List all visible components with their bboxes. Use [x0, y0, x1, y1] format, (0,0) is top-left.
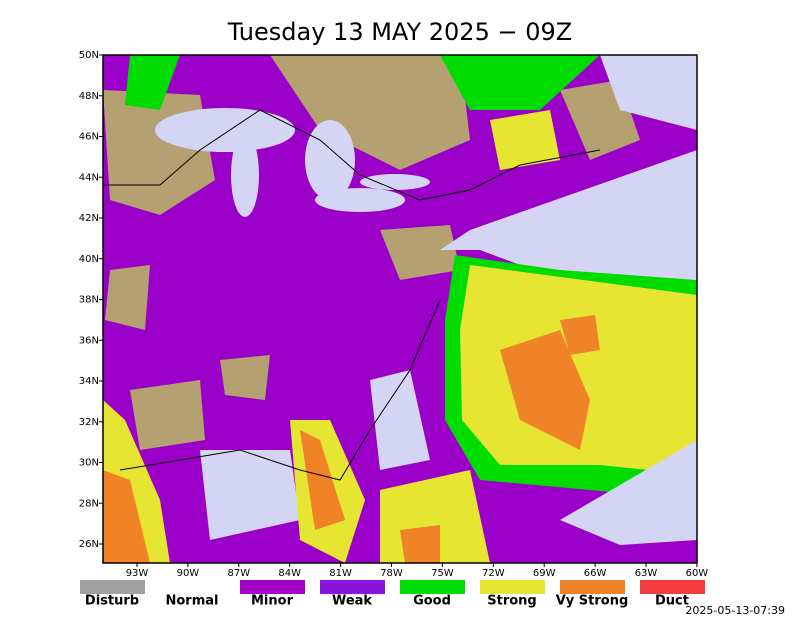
- legend-swatch: [80, 580, 145, 594]
- legend-label: Duct: [655, 594, 689, 609]
- legend-label: Minor: [251, 594, 294, 609]
- legend-swatch: [320, 580, 385, 594]
- lat-label: 40N: [79, 254, 99, 265]
- lat-labels: 50N 48N 46N 44N 42N 40N 38N 36N 34N 32N 30N 28N 26N: [79, 50, 103, 550]
- legend-swatch: [160, 580, 225, 594]
- lon-label: 93W: [126, 568, 149, 579]
- lon-label: 84W: [278, 568, 301, 579]
- lon-label: 87W: [227, 568, 250, 579]
- legend-swatch: [400, 580, 465, 594]
- lat-label: 48N: [79, 91, 99, 102]
- lat-label: 42N: [79, 213, 99, 224]
- timestamp: 2025-05-13-07:39: [685, 604, 785, 617]
- lat-label: 44N: [79, 172, 99, 183]
- legend-label: Vy Strong: [556, 594, 629, 609]
- lon-label: 66W: [584, 568, 607, 579]
- legend-label: Good: [413, 594, 451, 609]
- lat-label: 30N: [79, 458, 99, 469]
- legend-label: Weak: [332, 594, 372, 609]
- legend-swatch: [560, 580, 625, 594]
- legend: Disturb Normal Minor Weak Good Strong Vy Stron…: [80, 580, 705, 609]
- lon-label: 78W: [380, 568, 403, 579]
- legend-label: Disturb: [85, 594, 139, 609]
- lat-label: 46N: [79, 132, 99, 143]
- lon-label: 75W: [431, 568, 454, 579]
- lon-labels: 93W 90W 87W 84W 81W 78W 75W 72W 69W 66W 63W 60W: [126, 563, 709, 579]
- lon-label: 63W: [635, 568, 658, 579]
- lon-label: 90W: [177, 568, 200, 579]
- lat-label: 38N: [79, 295, 99, 306]
- lon-label: 81W: [329, 568, 352, 579]
- map-title: Tuesday 13 MAY 2025 − 09Z: [227, 18, 572, 46]
- legend-swatch: [480, 580, 545, 594]
- map-field: [103, 55, 697, 563]
- lat-label: 36N: [79, 335, 99, 346]
- map-frame: [102, 54, 698, 564]
- legend-swatch: [240, 580, 305, 594]
- lon-label: 69W: [533, 568, 556, 579]
- lon-label: 72W: [482, 568, 505, 579]
- lon-label: 60W: [686, 568, 709, 579]
- legend-label: Normal: [166, 594, 219, 609]
- lat-label: 32N: [79, 417, 99, 428]
- lat-label: 28N: [79, 498, 99, 509]
- legend-label: Strong: [487, 594, 536, 609]
- lat-label: 50N: [79, 50, 99, 61]
- legend-swatch: [640, 580, 705, 594]
- lat-label: 26N: [79, 539, 99, 550]
- lat-label: 34N: [79, 376, 99, 387]
